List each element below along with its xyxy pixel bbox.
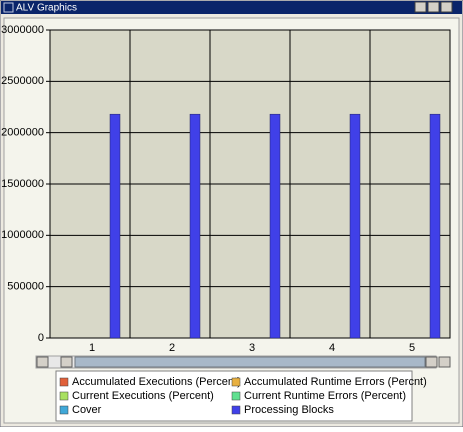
- close-button[interactable]: [440, 1, 453, 13]
- bar: [189, 113, 201, 339]
- scroll-left-button[interactable]: [36, 356, 49, 368]
- bar: [349, 113, 361, 339]
- legend-label: Accumulated Runtime Errors (Percnt): [244, 376, 427, 388]
- bar: [269, 113, 281, 339]
- y-tick-label: 1000000: [1, 229, 44, 241]
- y-tick-label: 3000000: [1, 24, 44, 36]
- y-tick-label: 2500000: [1, 75, 44, 87]
- legend-label: Current Runtime Errors (Percent): [244, 390, 406, 402]
- y-tick-label: 1500000: [1, 178, 44, 190]
- y-tick-label: 500000: [7, 281, 44, 293]
- scroll-right-button[interactable]: [438, 356, 451, 368]
- legend-swatch: [231, 377, 241, 387]
- bar: [429, 113, 441, 339]
- x-tick-label: 5: [409, 342, 415, 354]
- bar: [109, 113, 121, 339]
- minimize-button[interactable]: [414, 1, 427, 13]
- window-title: ALV Graphics: [16, 3, 77, 14]
- legend-swatch: [59, 391, 69, 401]
- legend-swatch: [231, 391, 241, 401]
- legend-label: Cover: [72, 404, 102, 416]
- legend-label: Accumulated Executions (Percent): [72, 376, 241, 388]
- y-tick-label: 0: [38, 332, 44, 344]
- legend-swatch: [59, 377, 69, 387]
- window-icon: [3, 2, 14, 13]
- scroll-thumb[interactable]: [74, 356, 426, 368]
- scroll-left-button[interactable]: [425, 356, 438, 368]
- title-bar: [1, 1, 462, 14]
- legend-label: Current Executions (Percent): [72, 390, 214, 402]
- legend-label: Processing Blocks: [244, 404, 334, 416]
- legend-swatch: [59, 405, 69, 415]
- legend-swatch: [231, 405, 241, 415]
- scroll-right-button[interactable]: [60, 356, 73, 368]
- x-tick-label: 3: [249, 342, 255, 354]
- maximize-button[interactable]: [427, 1, 440, 13]
- x-tick-label: 4: [329, 342, 335, 354]
- y-tick-label: 2000000: [1, 127, 44, 139]
- x-tick-label: 1: [89, 342, 95, 354]
- x-tick-label: 2: [169, 342, 175, 354]
